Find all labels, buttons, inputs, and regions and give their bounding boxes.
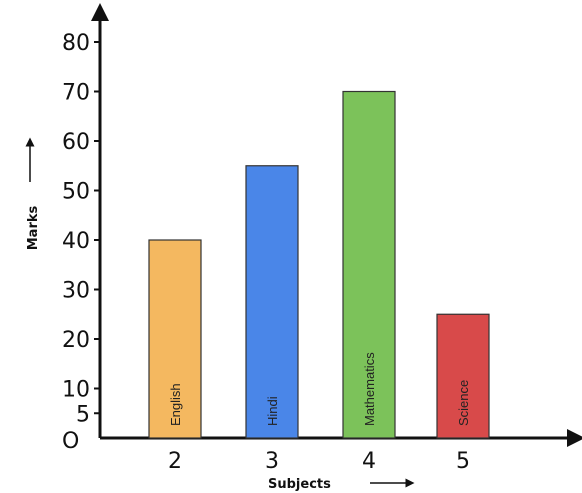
x-tick-label: 3 (265, 449, 279, 474)
x-axis-ticks: 2 3 4 5 (168, 449, 470, 474)
y-tick-label: 20 (62, 328, 90, 353)
y-tick-label: 30 (62, 279, 90, 304)
bar-hindi (245, 165, 299, 439)
x-tick-label: 4 (362, 449, 376, 474)
y-tick-label: 40 (62, 229, 90, 254)
y-axis-title: Marks (26, 205, 41, 250)
x-axis-title: Subjects (268, 477, 331, 492)
bar-label: Mathematics (362, 352, 377, 426)
bar-label: English (168, 383, 183, 426)
bars: English Hindi Mathematics Science (148, 90, 490, 439)
y-tick-label: 70 (62, 81, 90, 106)
y-tick-label: 10 (62, 378, 90, 403)
y-tick-label: 60 (62, 130, 90, 155)
y-tick-label: 5 (76, 402, 90, 427)
bar-science (436, 313, 490, 439)
y-tick-label: 80 (62, 31, 90, 56)
bar-english (148, 239, 202, 439)
y-tick-label: 50 (62, 180, 90, 205)
y-axis-ticks: 510 20 30 40 50 60 70 80 (62, 31, 100, 427)
x-tick-label: 5 (456, 449, 470, 474)
bar-label: Hindi (265, 396, 280, 426)
bar-mathematics (342, 90, 396, 439)
x-tick-label: 2 (168, 449, 182, 474)
bar-label: Science (456, 380, 471, 426)
origin-label: O (62, 429, 79, 454)
